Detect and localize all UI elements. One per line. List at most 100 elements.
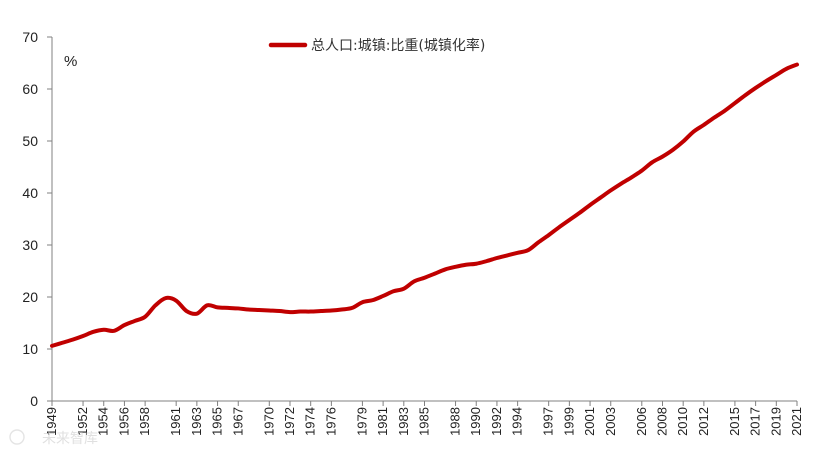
x-tick-label: 1979 [354, 407, 369, 436]
x-tick-label: 1967 [230, 407, 245, 436]
x-tick-label: 2012 [696, 407, 711, 436]
x-tick-label: 1985 [417, 407, 432, 436]
data-point [112, 329, 116, 333]
data-point [547, 233, 551, 237]
y-tick-label: 10 [22, 341, 38, 357]
data-point [402, 287, 406, 291]
data-point [288, 310, 292, 314]
data-point [391, 289, 396, 293]
data-point [588, 203, 592, 207]
data-point [50, 344, 54, 348]
data-point [309, 309, 313, 314]
data-point [578, 211, 582, 215]
data-point [71, 338, 75, 342]
data-point [733, 101, 737, 105]
data-point [671, 148, 675, 152]
x-tick-label: 1972 [282, 407, 297, 436]
data-point [712, 116, 716, 120]
y-unit-label: % [64, 53, 77, 70]
data-point [495, 256, 499, 260]
data-point [681, 139, 685, 144]
data-point [619, 182, 623, 186]
x-tick-label: 2008 [654, 407, 669, 436]
series-layer [50, 62, 799, 348]
data-point [557, 225, 561, 229]
x-tick-label: 1958 [137, 407, 152, 436]
data-point [267, 308, 271, 313]
x-tick-label: 1963 [189, 407, 204, 436]
y-tick-label: 50 [22, 133, 38, 149]
x-tick-label: 2001 [582, 407, 597, 436]
data-point [122, 323, 127, 327]
data-point [340, 307, 344, 312]
x-tick-label: 2019 [768, 407, 783, 436]
data-point [774, 73, 778, 77]
data-point [102, 328, 106, 332]
data-point [702, 123, 706, 127]
data-point [81, 334, 85, 338]
data-point [526, 248, 530, 252]
series-line [50, 62, 799, 348]
data-point [453, 265, 458, 269]
data-point [381, 294, 385, 298]
data-point [174, 299, 178, 303]
x-tick-label: 1988 [448, 407, 463, 436]
data-point [257, 308, 261, 312]
data-point [764, 79, 768, 83]
x-tick-label: 1970 [261, 407, 276, 436]
x-tick-label: 2003 [603, 407, 618, 436]
data-point [609, 188, 613, 192]
data-point [236, 306, 240, 311]
data-point [443, 267, 447, 272]
data-point [629, 175, 634, 179]
x-tick-label: 1997 [541, 407, 556, 436]
data-point [640, 169, 644, 173]
data-point [785, 67, 789, 71]
data-point [412, 279, 416, 283]
x-tick-label: 1990 [468, 407, 483, 436]
x-tick-label: 2021 [789, 407, 804, 436]
x-tick-label: 1992 [489, 407, 504, 436]
watermark-text: 未来智库 [42, 431, 98, 447]
x-tick-label: 1954 [96, 407, 111, 436]
watermark-logo-icon [9, 429, 25, 445]
data-point [205, 303, 209, 307]
data-point [184, 309, 189, 313]
x-tick-label: 1952 [75, 407, 90, 436]
x-tick-label: 1949 [44, 407, 59, 436]
data-point [795, 62, 799, 67]
y-tick-label: 70 [22, 29, 38, 45]
x-tick-label: 1981 [375, 407, 390, 436]
data-point [247, 307, 251, 312]
data-point [422, 276, 427, 280]
data-point [743, 93, 747, 97]
data-point [143, 315, 147, 319]
data-point [278, 309, 282, 313]
data-point [153, 303, 158, 307]
x-tick-label: 1961 [168, 407, 183, 436]
data-point [433, 272, 437, 276]
x-tick-label: 1994 [510, 407, 525, 436]
data-point [516, 251, 520, 255]
data-point [164, 296, 168, 300]
data-point [360, 300, 365, 304]
data-point [329, 308, 333, 313]
data-point [474, 262, 478, 266]
data-point [722, 109, 727, 113]
x-tick-label: 1999 [561, 407, 576, 436]
x-tick-label: 1983 [396, 407, 411, 436]
data-point [195, 312, 199, 316]
data-point [133, 319, 137, 323]
data-point [691, 130, 696, 134]
data-point [298, 309, 302, 314]
data-point [319, 309, 323, 313]
data-point [754, 86, 758, 90]
x-tick-label: 1956 [116, 407, 131, 436]
data-point [598, 196, 603, 200]
data-point [226, 306, 230, 310]
data-point [660, 155, 665, 159]
x-tick-label: 2015 [727, 407, 742, 436]
y-axis: 0 10 20 30 40 50 60 70 [22, 29, 53, 409]
